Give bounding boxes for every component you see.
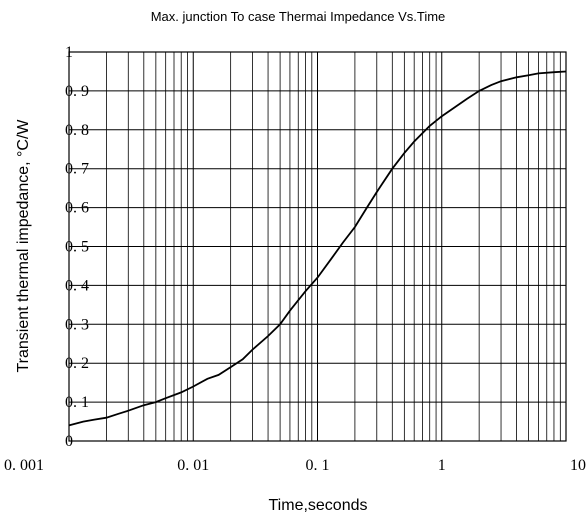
- y-tick-label: 0. 3: [65, 316, 89, 333]
- x-tick-label: 0. 001: [4, 457, 44, 474]
- y-tick-label: 0. 7: [65, 161, 89, 178]
- grid-layer: [68, 51, 566, 442]
- x-tick-label: 1: [438, 457, 446, 474]
- y-tick-label: 1: [65, 44, 73, 61]
- y-tick-label: 0. 2: [65, 355, 89, 372]
- x-tick-label: 0. 01: [177, 457, 209, 474]
- y-tick-label: 0. 6: [65, 200, 89, 217]
- y-tick-label: 0. 8: [65, 122, 89, 139]
- y-tick-label: 0. 9: [65, 83, 89, 100]
- plot-frame: [68, 51, 567, 442]
- y-tick-labels: 0 0. 1 0. 2 0. 3 0. 4 0. 5 0. 6 0. 7 0. 8 0. 9 1: [65, 44, 89, 450]
- x-tick-label: 10: [570, 457, 586, 474]
- chart-title: Max. junction To case Thermai Impedance …: [151, 9, 446, 24]
- x-tick-label: 0. 1: [306, 457, 330, 474]
- y-tick-label: 0: [65, 433, 73, 450]
- x-tick-labels: 0. 001 0. 01 0. 1 1 10: [4, 457, 586, 474]
- y-axis-label: Transient thermal impedance, °C/W: [15, 119, 32, 373]
- y-tick-label: 0. 5: [65, 239, 89, 256]
- y-tick-label: 0. 1: [65, 394, 89, 411]
- x-axis-label: Time,seconds: [269, 497, 368, 514]
- data-series-line: [68, 70, 567, 427]
- y-tick-label: 0. 4: [65, 277, 89, 294]
